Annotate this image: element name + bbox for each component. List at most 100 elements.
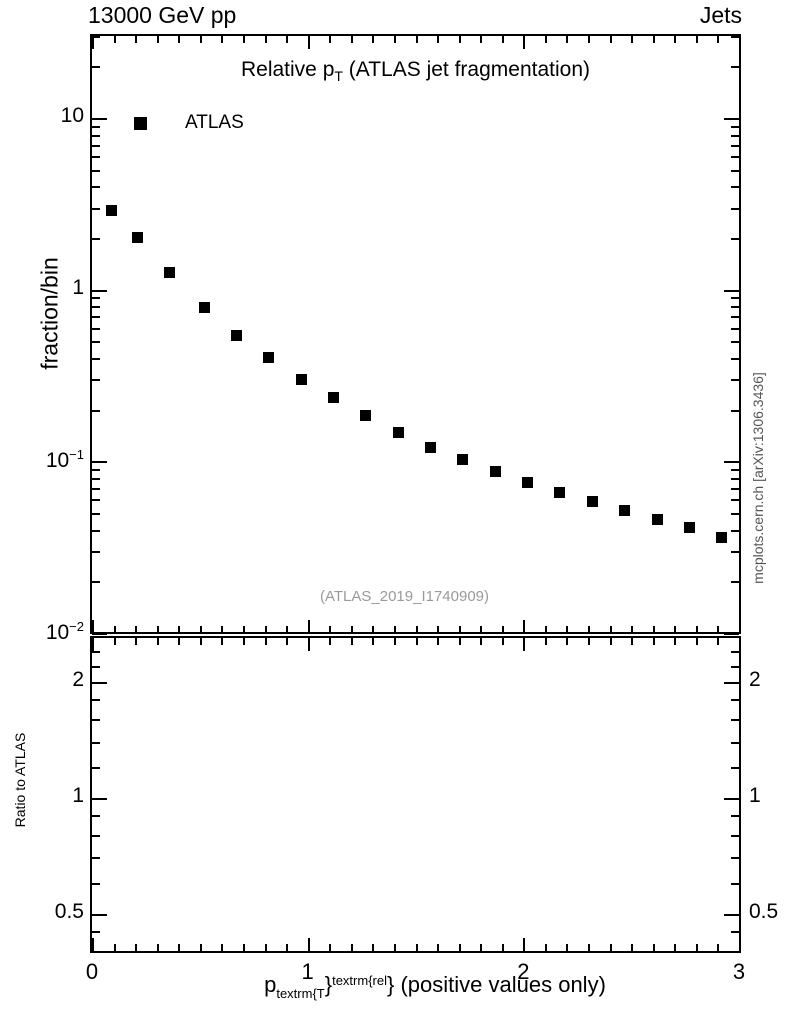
ratio-xtick (242, 944, 245, 951)
main-ytick (731, 581, 739, 584)
ratio-xtick (113, 944, 116, 951)
main-ytick-label: 10 (60, 103, 84, 127)
ratio-ytick (92, 681, 107, 684)
main-ytick (92, 379, 100, 382)
ratio-xtick (415, 638, 418, 645)
ratio-xtick (631, 638, 634, 645)
main-xtick (135, 626, 138, 633)
data-point-atlas (554, 486, 566, 498)
ratio-xtick (92, 938, 94, 951)
ratio-xtick (458, 638, 461, 645)
data-point-atlas (619, 504, 631, 516)
plot-title-post: (ATLAS jet fragmentation) (342, 58, 590, 81)
main-ytick (731, 186, 739, 189)
ratio-xtick (631, 944, 634, 951)
main-ytick (731, 144, 739, 147)
ratio-xtick (135, 638, 138, 645)
main-xtick (544, 36, 547, 43)
ratio-xtick (588, 944, 591, 951)
ratio-xtick (739, 938, 741, 951)
main-xtick (631, 36, 634, 43)
main-ytick (731, 529, 739, 532)
main-xtick (307, 36, 310, 49)
main-ytick (92, 469, 100, 472)
data-point-atlas (489, 466, 501, 478)
main-ytick (731, 125, 739, 128)
main-xtick (480, 626, 483, 633)
main-xtick (178, 626, 181, 633)
main-xtick (199, 36, 202, 43)
x-axis-label-base: p (264, 972, 277, 997)
ratio-ytick (92, 815, 100, 818)
ratio-xtick (544, 944, 547, 951)
main-xtick (566, 626, 569, 633)
main-ytick (731, 499, 739, 502)
data-point-atlas (360, 409, 372, 421)
ratio-xtick (544, 638, 547, 645)
main-ytick (92, 186, 100, 189)
ratio-xtick (178, 638, 181, 645)
data-point-atlas (716, 531, 728, 543)
main-ytick (724, 289, 739, 292)
data-point-atlas (651, 513, 663, 525)
ratio-xtick (566, 944, 569, 951)
ratio-ytick (92, 665, 100, 668)
main-ytick (731, 306, 739, 309)
main-xtick (329, 36, 332, 43)
plot-title-pre: Relative p (240, 58, 335, 81)
ratio-xtick (178, 944, 181, 951)
data-point-atlas (295, 373, 307, 385)
main-ytick (731, 36, 739, 38)
analysis-id-watermark: (ATLAS_2019_I1740909) (320, 588, 490, 605)
ratio-xtick (329, 638, 332, 645)
legend: ATLAS (134, 112, 244, 134)
ratio-ytick (92, 767, 100, 770)
main-xtick (652, 626, 655, 633)
legend-label-atlas: ATLAS (185, 112, 244, 133)
ratio-ytick-label: 0.5 (54, 899, 84, 923)
legend-marker-atlas (134, 116, 147, 130)
main-xtick (437, 36, 440, 43)
main-ytick (92, 134, 100, 137)
ratio-xtick (199, 944, 202, 951)
main-ytick (731, 341, 739, 344)
x-axis-label-brace2: } (387, 972, 395, 997)
ratio-ytick (731, 699, 739, 702)
main-xtick (458, 36, 461, 43)
ratio-xtick (135, 944, 138, 951)
ratio-ytick (731, 651, 739, 654)
main-xtick (156, 626, 159, 633)
ratio-ytick-label-right: 1 (749, 783, 761, 807)
ratio-xtick (156, 638, 159, 645)
main-ytick (92, 487, 100, 490)
ratio-xtick (480, 638, 483, 645)
main-ytick (92, 169, 100, 172)
main-ytick (92, 409, 100, 412)
main-xtick (652, 36, 655, 43)
main-ytick (92, 499, 100, 502)
main-ytick (731, 357, 739, 360)
x-tick-label: 0 (85, 959, 99, 984)
data-point-atlas (522, 477, 534, 489)
main-xtick (92, 36, 94, 49)
ratio-ytick (92, 741, 100, 744)
main-xtick (609, 36, 612, 43)
main-ytick-label: 10−1 (45, 447, 84, 473)
main-xtick (609, 626, 612, 633)
main-xtick (393, 36, 396, 43)
ratio-xtick (652, 944, 655, 951)
ratio-ytick (731, 883, 739, 886)
main-xtick (264, 626, 267, 633)
main-xtick (350, 36, 353, 43)
ratio-xtick (307, 638, 310, 651)
main-ytick (92, 144, 100, 147)
main-ytick (92, 36, 100, 38)
ratio-xtick (437, 638, 440, 645)
ratio-xtick (307, 938, 310, 951)
main-ytick (731, 409, 739, 412)
ratio-xtick (350, 944, 353, 951)
ratio-ytick (92, 797, 107, 800)
ratio-xtick (415, 944, 418, 951)
ratio-plot-panel (90, 636, 741, 953)
